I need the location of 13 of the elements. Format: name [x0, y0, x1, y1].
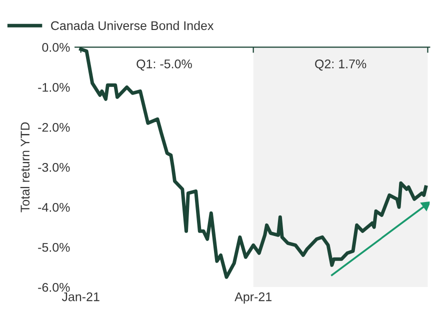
annotation: Q1: -5.0% [136, 59, 192, 71]
y-tick-label: -2.0% [38, 122, 70, 132]
y-tick-label: 0.0% [42, 42, 70, 52]
y-tick-label: -3.0% [38, 162, 70, 172]
x-tick-label: Apr-21 [234, 292, 272, 304]
band-label: Q2: 1.7% [315, 59, 366, 71]
y-tick-label: -1.0% [38, 82, 70, 92]
y-axis-title: Total return YTD [20, 122, 30, 212]
y-tick-label: -6.0% [38, 282, 70, 292]
y-tick-label: -5.0% [38, 242, 70, 252]
legend-label: Canada Universe Bond Index [51, 20, 214, 30]
y-tick-label: -4.0% [38, 202, 70, 212]
x-tick-label: Jan-21 [62, 292, 100, 302]
